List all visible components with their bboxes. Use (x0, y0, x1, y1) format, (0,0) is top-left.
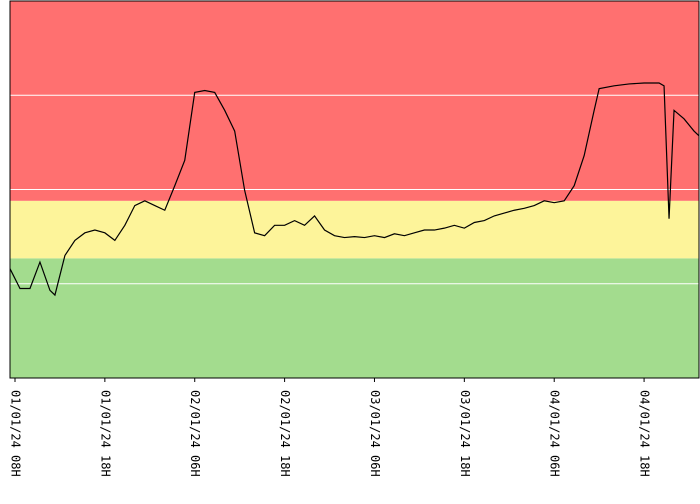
plot-border (9, 0, 700, 379)
band (10, 258, 699, 378)
x-tick-label: 01/01/24 08H (8, 390, 22, 477)
band (10, 1, 699, 201)
x-tick-label: 04/01/24 18H (638, 390, 652, 477)
x-tick-label: 04/01/24 06H (548, 390, 562, 477)
x-tick-label: 02/01/24 18H (278, 390, 292, 477)
x-tick-label: 03/01/24 18H (458, 390, 472, 477)
band (10, 200, 699, 259)
x-tick-label: 01/01/24 18H (98, 390, 112, 477)
x-tick-label: 03/01/24 06H (368, 390, 382, 477)
x-tick-label: 02/01/24 06H (188, 390, 202, 477)
line (9, 82, 700, 297)
